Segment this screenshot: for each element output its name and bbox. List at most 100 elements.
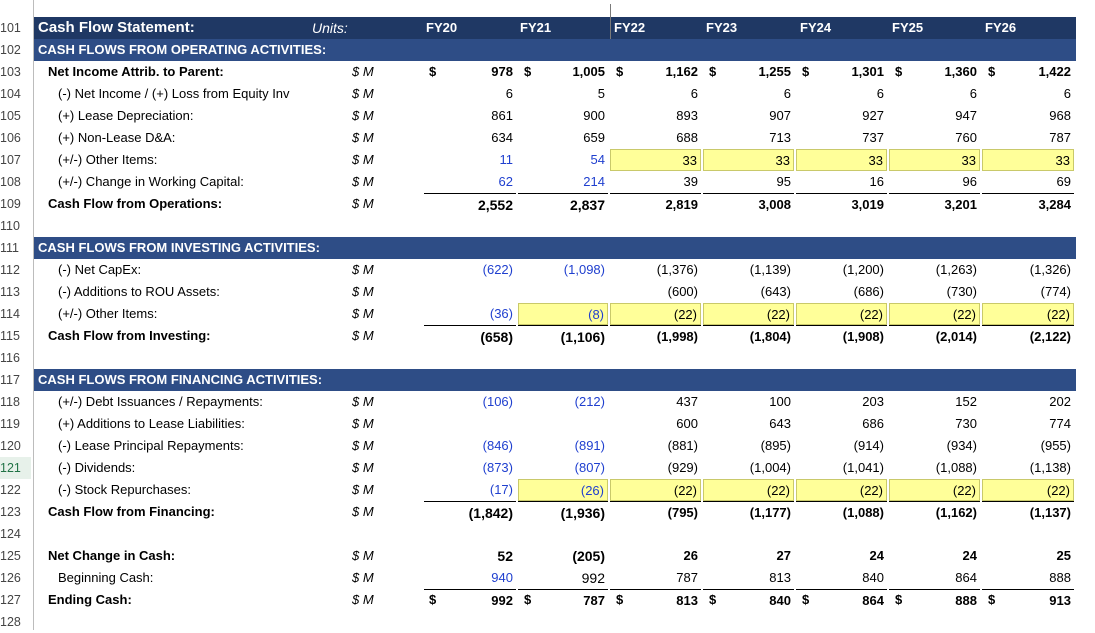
- units-cell[interactable]: $ M: [352, 438, 374, 453]
- row-label[interactable]: (-) Dividends:: [58, 460, 136, 475]
- value-cell[interactable]: 760: [955, 130, 977, 145]
- units-cell[interactable]: $ M: [352, 504, 374, 519]
- row-number[interactable]: 119: [0, 417, 20, 431]
- value-cell[interactable]: (1,041): [842, 460, 884, 475]
- row-label[interactable]: Ending Cash:: [48, 592, 132, 607]
- row-number[interactable]: 108: [0, 175, 21, 189]
- value-cell[interactable]: 913: [982, 589, 1074, 611]
- value-cell[interactable]: (658): [424, 325, 516, 347]
- value-cell[interactable]: 787: [1049, 130, 1071, 145]
- units-cell[interactable]: $ M: [352, 548, 374, 563]
- row-label[interactable]: Cash Flow from Investing:: [48, 328, 211, 343]
- value-cell[interactable]: (622): [482, 262, 513, 277]
- value-cell[interactable]: 203: [862, 394, 884, 409]
- value-cell[interactable]: 787: [518, 589, 608, 611]
- value-cell[interactable]: (17): [489, 482, 513, 497]
- value-cell[interactable]: (1,162): [889, 501, 980, 523]
- value-cell[interactable]: 54: [590, 152, 605, 167]
- value-cell[interactable]: 1,162: [665, 64, 698, 79]
- row-label[interactable]: (-) Stock Repurchases:: [58, 482, 191, 497]
- value-cell[interactable]: 1,301: [851, 64, 884, 79]
- value-cell[interactable]: 730: [955, 416, 977, 431]
- value-cell[interactable]: (1,106): [518, 325, 608, 347]
- value-cell[interactable]: 813: [769, 570, 791, 585]
- value-cell[interactable]: 1,422: [1038, 64, 1071, 79]
- row-number[interactable]: 118: [0, 395, 20, 409]
- value-cell[interactable]: (36): [489, 306, 513, 321]
- row-label[interactable]: (+/-) Other Items:: [58, 306, 158, 321]
- value-cell[interactable]: 214: [583, 174, 605, 189]
- value-cell[interactable]: (1,908): [796, 325, 887, 347]
- value-cell[interactable]: [518, 413, 608, 435]
- row-number[interactable]: 103: [0, 65, 21, 79]
- value-cell[interactable]: 2,552: [424, 193, 516, 215]
- value-cell[interactable]: 659: [583, 130, 605, 145]
- row-number[interactable]: 120: [0, 439, 21, 453]
- value-cell[interactable]: 152: [955, 394, 977, 409]
- value-cell[interactable]: 713: [769, 130, 791, 145]
- value-cell[interactable]: 940: [491, 570, 513, 585]
- value-cell[interactable]: 893: [676, 108, 698, 123]
- row-label[interactable]: (+/-) Change in Working Capital:: [58, 174, 244, 189]
- value-cell[interactable]: 840: [703, 589, 794, 611]
- value-cell[interactable]: (1,200): [842, 262, 884, 277]
- value-cell[interactable]: (22): [889, 479, 980, 501]
- value-cell[interactable]: 6: [969, 86, 977, 101]
- value-cell[interactable]: (1,804): [703, 325, 794, 347]
- units-cell[interactable]: $ M: [352, 196, 374, 211]
- value-cell[interactable]: 3,019: [796, 193, 887, 215]
- value-cell[interactable]: 978: [491, 64, 513, 79]
- value-cell[interactable]: (22): [982, 303, 1074, 325]
- units-cell[interactable]: $ M: [352, 570, 374, 585]
- value-cell[interactable]: (22): [982, 479, 1074, 501]
- value-cell[interactable]: (795): [610, 501, 701, 523]
- year-header-fy25[interactable]: FY25: [892, 20, 924, 35]
- value-cell[interactable]: 686: [862, 416, 884, 431]
- value-cell[interactable]: 6: [876, 86, 884, 101]
- value-cell[interactable]: 992: [581, 570, 605, 586]
- value-cell[interactable]: 787: [676, 570, 698, 585]
- row-label[interactable]: Net Change in Cash:: [48, 548, 176, 563]
- value-cell[interactable]: (2,014): [889, 325, 980, 347]
- value-cell[interactable]: 33: [796, 149, 887, 171]
- value-cell[interactable]: (22): [703, 479, 794, 501]
- value-cell[interactable]: 888: [889, 589, 980, 611]
- value-cell[interactable]: (1,177): [703, 501, 794, 523]
- value-cell[interactable]: 947: [955, 108, 977, 123]
- row-number[interactable]: 116: [0, 351, 20, 365]
- value-cell[interactable]: 26: [683, 548, 698, 563]
- row-number[interactable]: 101: [0, 21, 21, 35]
- value-cell[interactable]: (205): [572, 548, 605, 564]
- value-cell[interactable]: 1,005: [572, 64, 605, 79]
- row-label[interactable]: Cash Flow from Operations:: [48, 196, 223, 211]
- value-cell[interactable]: 33: [889, 149, 980, 171]
- value-cell[interactable]: 927: [862, 108, 884, 123]
- row-label[interactable]: (+) Additions to Lease Liabilities:: [58, 416, 245, 431]
- row-number[interactable]: 104: [0, 87, 21, 101]
- value-cell[interactable]: 62: [498, 174, 513, 189]
- units-cell[interactable]: $ M: [352, 262, 374, 277]
- row-label[interactable]: (+) Non-Lease D&A:: [58, 130, 176, 145]
- value-cell[interactable]: (22): [889, 303, 980, 325]
- value-cell[interactable]: 3,284: [982, 193, 1074, 215]
- spreadsheet-grid[interactable]: Cash Flow Statement: Units: FY20 FY21 FY…: [34, 0, 1095, 630]
- value-cell[interactable]: 33: [610, 149, 701, 171]
- row-label[interactable]: (+) Lease Depreciation:: [58, 108, 194, 123]
- value-cell[interactable]: [424, 281, 516, 303]
- value-cell[interactable]: (22): [703, 303, 794, 325]
- value-cell[interactable]: (1,138): [1029, 460, 1071, 475]
- value-cell[interactable]: (807): [574, 460, 605, 475]
- value-cell[interactable]: (929): [667, 460, 698, 475]
- value-cell[interactable]: (1,842): [424, 501, 516, 523]
- value-cell[interactable]: (2,122): [982, 325, 1074, 347]
- value-cell[interactable]: 634: [491, 130, 513, 145]
- value-cell[interactable]: 813: [610, 589, 701, 611]
- value-cell[interactable]: 6: [1063, 86, 1071, 101]
- value-cell[interactable]: 437: [676, 394, 698, 409]
- row-label[interactable]: Net Income Attrib. to Parent:: [48, 64, 224, 79]
- value-cell[interactable]: 688: [676, 130, 698, 145]
- value-cell[interactable]: 24: [869, 548, 884, 563]
- value-cell[interactable]: (881): [667, 438, 698, 453]
- units-cell[interactable]: $ M: [352, 108, 374, 123]
- value-cell[interactable]: 1,360: [944, 64, 977, 79]
